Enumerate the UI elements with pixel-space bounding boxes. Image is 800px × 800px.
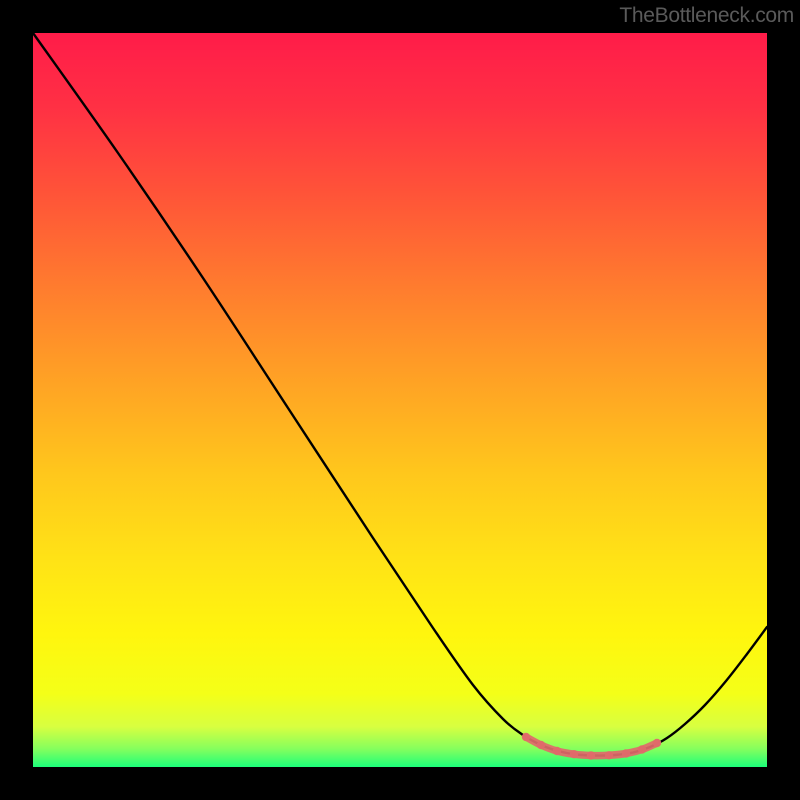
highlight-dot	[537, 741, 545, 749]
highlight-dot	[622, 749, 630, 757]
highlight-dot	[638, 745, 646, 753]
watermark-text: TheBottleneck.com	[619, 4, 794, 28]
highlight-dot	[570, 750, 578, 758]
chart-container: TheBottleneck.com	[0, 0, 800, 800]
highlight-dot	[653, 739, 661, 747]
highlight-dot	[587, 751, 595, 759]
plot-svg	[33, 33, 767, 767]
highlight-dot	[553, 747, 561, 755]
highlight-dot	[605, 751, 613, 759]
highlight-dot	[522, 733, 530, 741]
plot-area	[33, 33, 767, 767]
gradient-background	[33, 33, 767, 767]
